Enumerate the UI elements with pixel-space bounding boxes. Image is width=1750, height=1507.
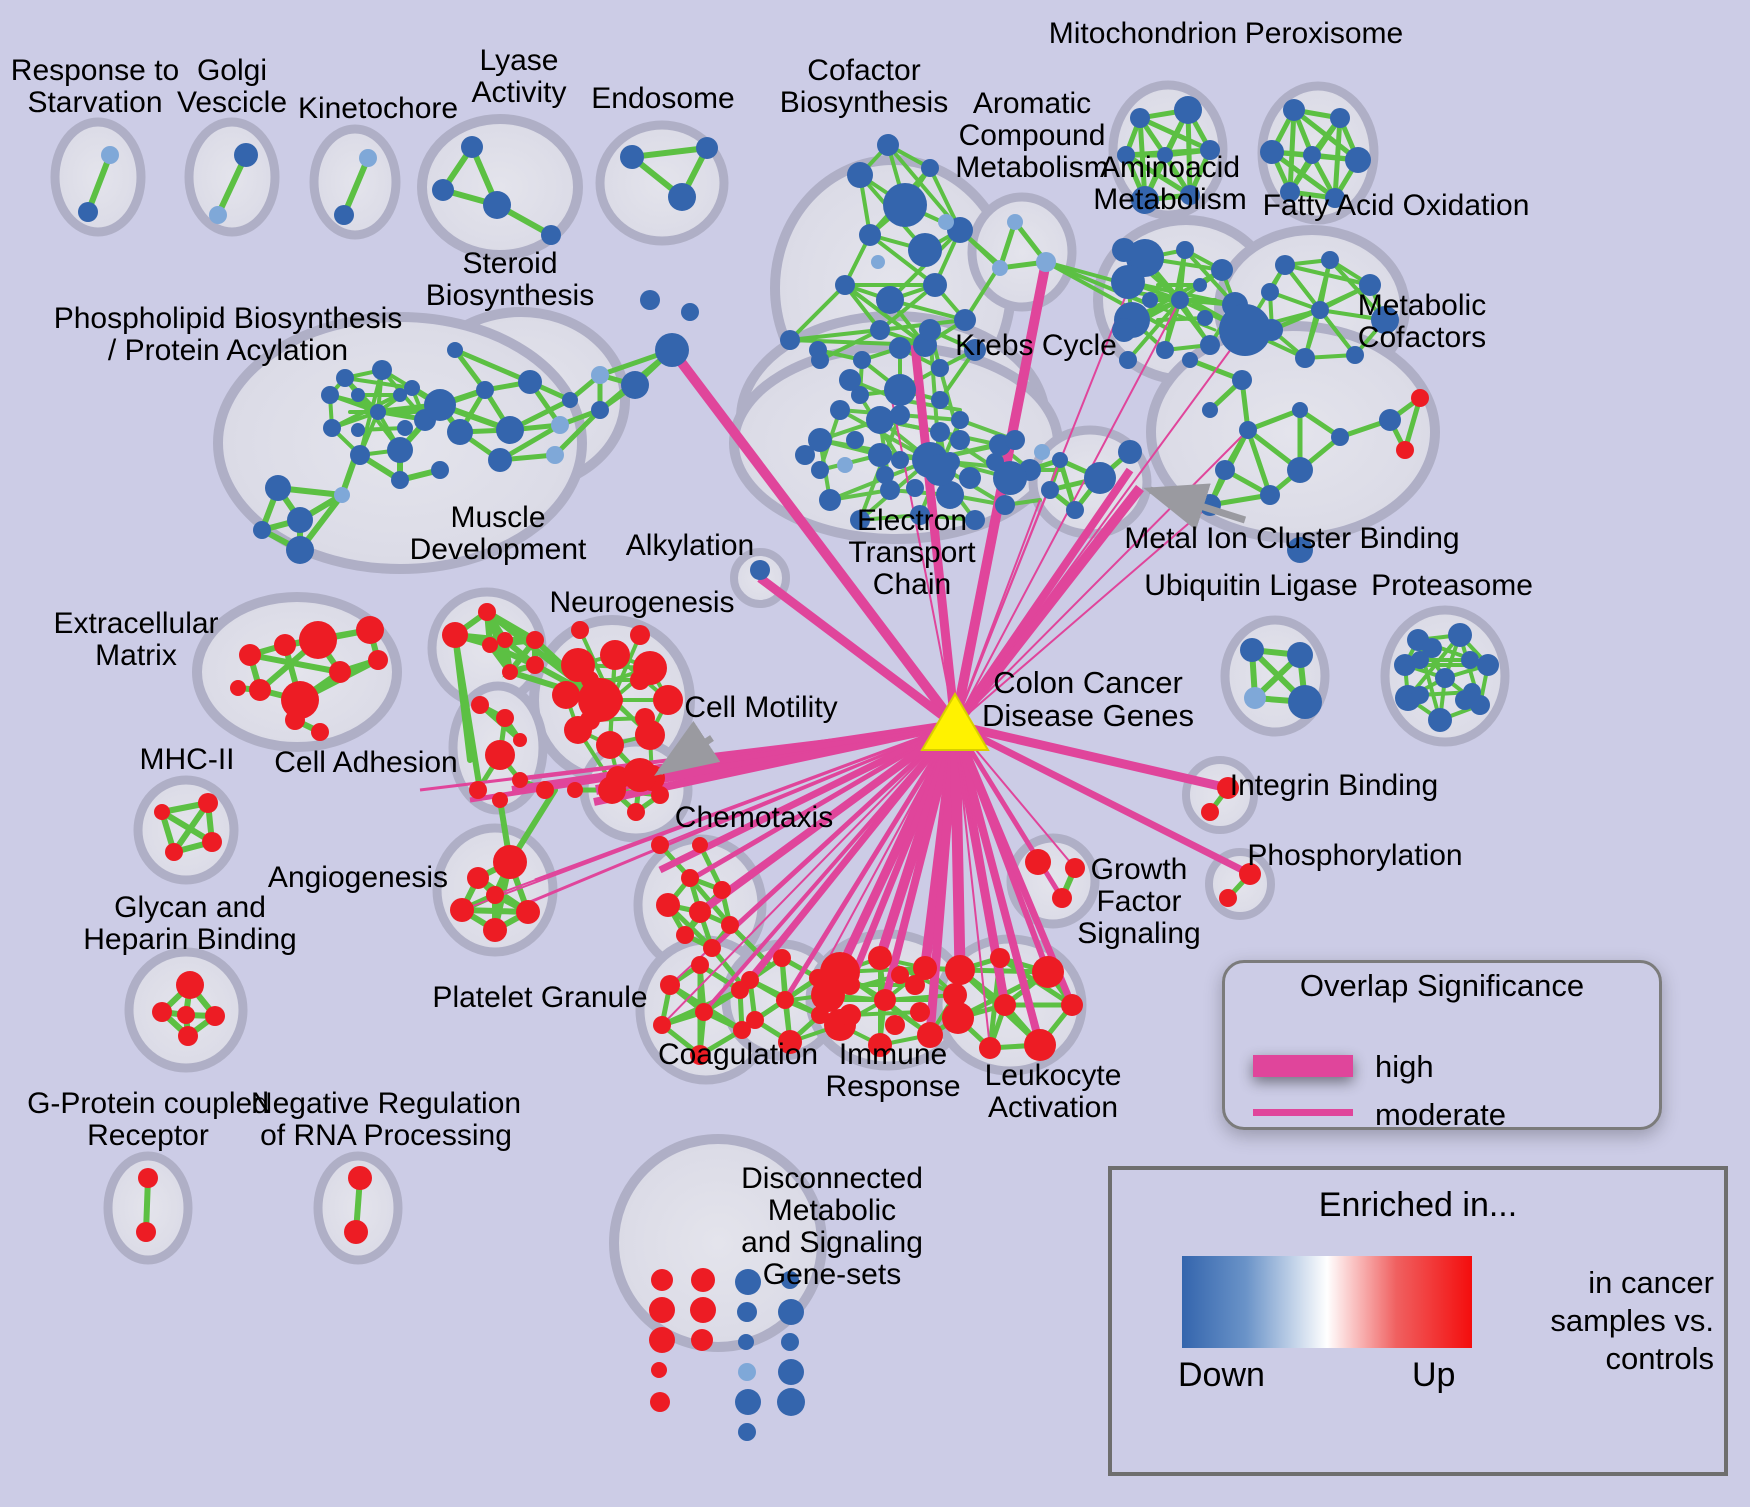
- disconnected-gene-set-nodes: [649, 1268, 805, 1441]
- bubble-response-to-starvation: [50, 117, 146, 237]
- legend-label-high: high: [1375, 1049, 1434, 1084]
- legend-label-moderate: moderate: [1375, 1097, 1506, 1132]
- gene-set-nodes-up: [136, 603, 1261, 1244]
- annotation-arrows: [654, 483, 1247, 776]
- gene-set-nodes-down: [78, 96, 1429, 580]
- cell-motility-arrow: [654, 720, 721, 776]
- legend-label-down: Down: [1178, 1356, 1265, 1394]
- legend-enriched-in: Enriched in... Down Up in cancer samples…: [1108, 1166, 1728, 1476]
- legend-overlap-significance: Overlap Significance high moderate: [1222, 960, 1662, 1132]
- gene-set-nodes-down-right: [1240, 623, 1499, 732]
- legend-swatch-moderate: [1253, 1109, 1353, 1116]
- legend-color-gradient-bar: [1182, 1256, 1472, 1348]
- colon-cancer-hub-node[interactable]: [920, 692, 990, 751]
- legend-label-sample-comparison: in cancer samples vs. controls: [1550, 1265, 1714, 1376]
- legend-label-up: Up: [1412, 1356, 1456, 1394]
- legend-overlap-title: Overlap Significance: [1299, 968, 1585, 1003]
- bubble-lyase-activity: [417, 114, 583, 260]
- bubble-disconnected-gene-sets: [609, 1134, 827, 1352]
- metal-ion-cluster-arrow: [1143, 483, 1247, 531]
- legend-enriched-title: Enriched in...: [1318, 1186, 1518, 1224]
- bubble-golgi-vescicle: [184, 117, 280, 237]
- legend-swatch-high: [1253, 1055, 1353, 1077]
